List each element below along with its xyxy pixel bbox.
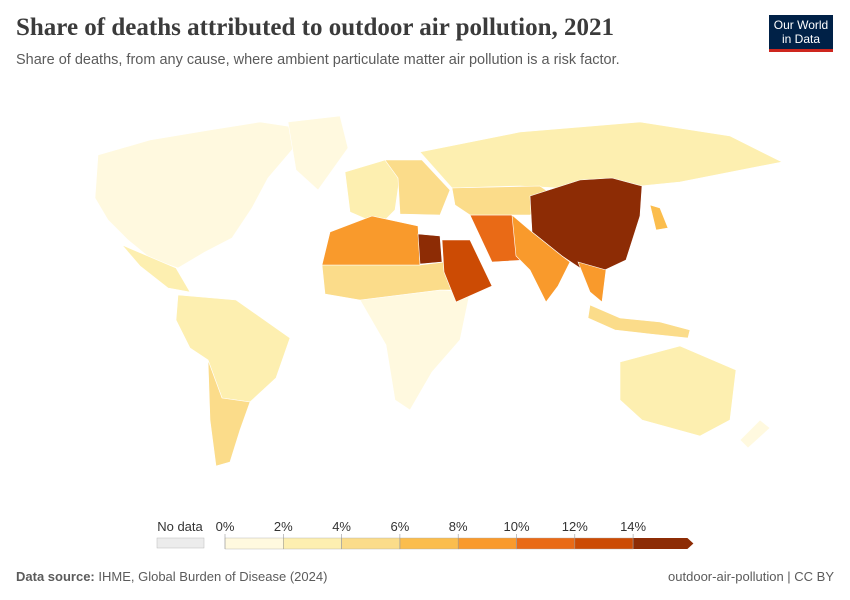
no-data-swatch [156,537,205,549]
region-central-africa[interactable] [359,289,471,411]
region-india[interactable] [511,214,571,303]
legend-label: 14% [620,519,646,534]
region-indonesia[interactable] [587,304,691,339]
legend-label: 6% [391,519,410,534]
owid-logo[interactable]: Our World in Data [769,15,833,52]
source-text[interactable]: IHME, Global Burden of Disease (2024) [98,569,328,584]
region-australia[interactable] [619,345,737,437]
region-greenland[interactable] [287,115,349,191]
logo-text: Our World [773,18,829,32]
logo-text: in Data [781,32,821,46]
legend-label: 12% [562,519,588,534]
legend-label: 4% [332,519,351,534]
legend-bin [341,537,401,550]
legend-bin [633,538,694,549]
data-source: Data source: IHME, Global Burden of Dise… [16,569,327,584]
legend-label: 8% [449,519,468,534]
legend-label: 0% [216,519,235,534]
region-japan[interactable] [649,204,669,231]
region-north-america[interactable] [94,121,301,269]
region-arabian-peninsula[interactable] [441,239,493,303]
license[interactable]: outdoor-air-pollution | CC BY [668,569,834,584]
no-data-label: No data [157,519,203,534]
legend-bin [224,537,284,550]
source-label: Data source: [16,569,95,584]
legend-label: 10% [503,519,529,534]
region-egypt[interactable] [417,233,443,265]
chart-subtitle: Share of deaths, from any cause, where a… [16,52,620,68]
region-argentina[interactable] [207,359,251,467]
region-new-zealand[interactable] [739,419,771,449]
legend-bin [574,537,634,550]
legend-label: 2% [274,519,293,534]
region-mexico-and-central-america[interactable] [121,244,191,293]
legend-bin [516,537,575,550]
chart-title: Share of deaths attributed to outdoor ai… [16,14,614,41]
region-southeast-asia[interactable] [577,261,607,303]
legend-bin [399,537,459,550]
region-eastern-europe[interactable] [384,159,451,216]
legend-bin [458,537,517,550]
legend-bin [283,537,342,550]
